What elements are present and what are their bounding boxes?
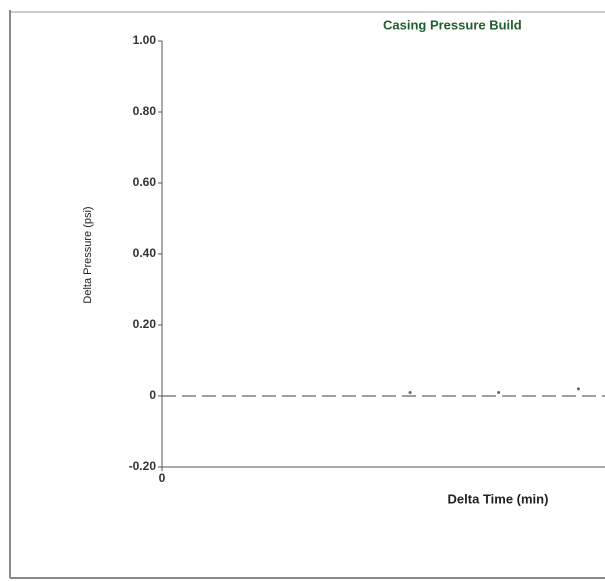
y-tick-label: 0.80: [133, 104, 157, 118]
y-tick-label: 0: [149, 388, 156, 402]
y-tick-label: 0.60: [133, 175, 157, 189]
data-point: [576, 387, 580, 391]
y-tick-label: 0.20: [133, 317, 157, 331]
y-tick-label: -0.20: [129, 459, 157, 473]
y-axis-label: Delta Pressure (psi): [82, 206, 94, 303]
x-tick-label: 0: [159, 471, 166, 485]
chart-title: Casing Pressure Build: [383, 17, 522, 32]
y-tick-label: 0.40: [133, 246, 157, 260]
y-tick-label: 1.00: [133, 33, 157, 47]
x-axis-label: Delta Time (min): [448, 491, 549, 506]
data-point: [408, 390, 412, 394]
data-point: [497, 390, 501, 394]
